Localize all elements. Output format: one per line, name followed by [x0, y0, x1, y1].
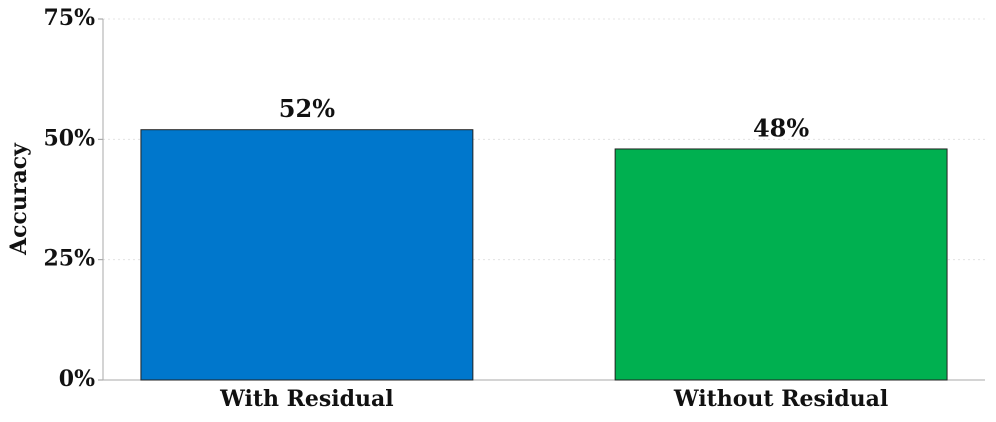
x-tick-label: Without Residual: [673, 386, 888, 412]
y-tick-label: 25%: [43, 246, 95, 272]
bar: [614, 148, 948, 381]
y-axis-label: Accuracy: [6, 142, 32, 256]
y-tick-label: 0%: [59, 366, 95, 392]
y-tick-label: 75%: [43, 5, 95, 31]
y-tick-label: 50%: [43, 125, 95, 151]
bar: [140, 129, 474, 381]
data-label: 52%: [279, 94, 335, 123]
data-label: 48%: [753, 113, 809, 142]
x-tick-label: With Residual: [219, 386, 394, 412]
